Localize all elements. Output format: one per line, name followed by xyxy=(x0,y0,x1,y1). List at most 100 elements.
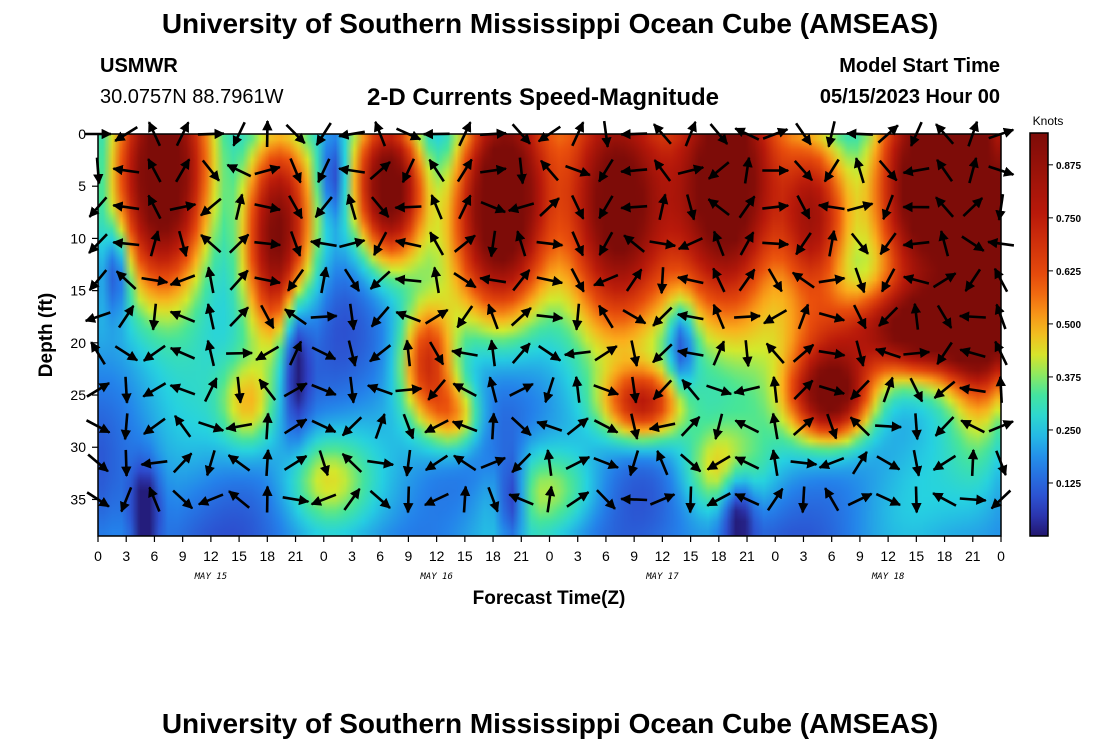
current-arrow xyxy=(289,158,302,184)
current-arrow xyxy=(369,161,391,181)
current-arrow xyxy=(762,201,790,212)
current-arrow xyxy=(653,159,672,182)
current-arrow xyxy=(911,413,922,441)
current-arrow xyxy=(480,456,507,470)
current-arrow xyxy=(372,231,388,257)
x-tick-label: 18 xyxy=(485,548,501,564)
current-arrow xyxy=(707,161,730,180)
current-arrow xyxy=(742,156,753,184)
current-arrow xyxy=(936,304,953,329)
current-arrow xyxy=(480,200,507,214)
current-arrow xyxy=(565,164,591,177)
x-tick-label: 12 xyxy=(655,548,671,564)
current-arrow xyxy=(961,235,985,252)
current-arrow xyxy=(260,304,275,330)
current-arrow xyxy=(964,268,982,292)
current-arrow xyxy=(114,345,139,362)
current-arrow xyxy=(967,448,979,476)
day-label: MAY 18 xyxy=(871,572,905,582)
current-arrow xyxy=(486,303,499,330)
y-tick-label: 30 xyxy=(70,439,86,455)
current-arrow xyxy=(629,376,640,404)
current-arrow xyxy=(451,420,478,433)
current-arrow xyxy=(593,273,619,287)
current-arrow xyxy=(423,492,449,507)
current-arrow xyxy=(343,268,361,292)
current-arrow xyxy=(903,347,931,359)
current-arrow xyxy=(341,452,363,473)
colorbar-ticks: 0.875 0.750 0.625 0.500 0.375 0.250 0.125 xyxy=(1048,161,1081,490)
current-arrow xyxy=(846,201,874,212)
current-arrow xyxy=(793,379,814,401)
current-arrow xyxy=(880,268,896,293)
current-arrow xyxy=(796,194,811,220)
colorbar-tick-label: 0.875 xyxy=(1056,161,1081,172)
colorbar-tick-label: 0.750 xyxy=(1056,214,1081,225)
current-arrow xyxy=(516,157,527,185)
current-arrow xyxy=(936,341,953,365)
current-arrow xyxy=(958,384,986,395)
current-arrow xyxy=(403,486,414,514)
current-arrow xyxy=(706,384,733,396)
x-tick-label: 21 xyxy=(965,548,981,564)
current-arrow xyxy=(767,268,783,293)
current-arrow xyxy=(286,268,305,292)
current-arrow xyxy=(452,382,477,398)
current-arrow xyxy=(874,347,901,359)
current-arrow xyxy=(742,340,753,368)
current-arrow xyxy=(205,266,216,294)
current-arrow xyxy=(932,272,957,289)
current-arrow xyxy=(311,346,337,361)
x-tick-label: 0 xyxy=(546,548,554,564)
current-arrow xyxy=(174,158,191,183)
current-arrow xyxy=(648,422,676,433)
current-arrow xyxy=(597,158,614,183)
current-arrow xyxy=(284,308,307,326)
current-arrow xyxy=(850,232,870,255)
current-arrow xyxy=(739,231,755,256)
current-arrow xyxy=(572,375,583,403)
current-arrow xyxy=(706,492,731,507)
colorbar-unit: Knots xyxy=(1033,114,1064,128)
y-axis-title: Depth (ft) xyxy=(36,293,57,377)
x-tick-label: 6 xyxy=(602,548,610,564)
current-arrow xyxy=(849,379,870,401)
current-arrow xyxy=(262,448,273,476)
day-label: MAY 17 xyxy=(645,572,679,582)
current-arrow xyxy=(882,376,895,403)
current-arrow xyxy=(656,267,668,295)
current-arrow xyxy=(879,232,897,256)
current-arrow xyxy=(512,269,531,292)
x-tick-label: 15 xyxy=(683,548,699,564)
current-arrow xyxy=(487,486,500,513)
current-arrow xyxy=(338,164,365,176)
x-tick-label: 3 xyxy=(800,548,808,564)
current-arrow xyxy=(262,412,273,440)
current-arrow xyxy=(424,308,449,325)
current-arrow xyxy=(855,340,866,367)
station-name: USMWR xyxy=(100,55,178,77)
current-arrow xyxy=(544,485,556,513)
current-arrow xyxy=(453,272,477,289)
current-arrow xyxy=(204,339,216,367)
current-arrow xyxy=(827,229,838,257)
current-arrow xyxy=(938,230,950,257)
current-arrow xyxy=(283,418,308,435)
current-arrow xyxy=(798,486,809,514)
current-arrow xyxy=(228,490,251,509)
current-arrow xyxy=(374,413,387,440)
current-arrow xyxy=(765,342,785,364)
x-tick-label: 21 xyxy=(739,548,755,564)
y-tick-label: 10 xyxy=(70,230,86,246)
x-tick-label: 18 xyxy=(711,548,727,564)
current-arrow xyxy=(458,194,472,220)
current-arrow xyxy=(394,202,422,213)
current-arrow xyxy=(319,266,330,294)
current-arrow xyxy=(169,274,196,287)
current-arrow xyxy=(283,454,308,471)
current-arrow xyxy=(797,303,810,330)
current-arrow xyxy=(172,489,194,510)
current-arrow xyxy=(818,348,846,359)
current-arrow xyxy=(401,158,416,184)
